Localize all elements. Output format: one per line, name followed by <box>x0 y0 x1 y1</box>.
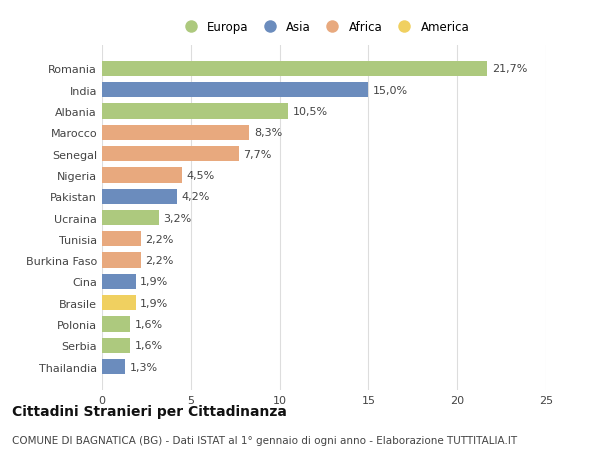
Text: 3,2%: 3,2% <box>163 213 191 223</box>
Bar <box>102 62 487 77</box>
Text: 4,2%: 4,2% <box>181 192 209 202</box>
Bar <box>102 338 130 353</box>
Legend: Europa, Asia, Africa, America: Europa, Asia, Africa, America <box>175 17 473 37</box>
Text: 1,3%: 1,3% <box>130 362 158 372</box>
Bar <box>102 146 239 162</box>
Text: COMUNE DI BAGNATICA (BG) - Dati ISTAT al 1° gennaio di ogni anno - Elaborazione : COMUNE DI BAGNATICA (BG) - Dati ISTAT al… <box>12 435 517 445</box>
Bar <box>102 104 289 119</box>
Bar <box>102 232 141 247</box>
Bar <box>102 189 176 204</box>
Text: 15,0%: 15,0% <box>373 85 408 95</box>
Text: 1,9%: 1,9% <box>140 277 169 287</box>
Bar <box>102 83 368 98</box>
Text: 1,9%: 1,9% <box>140 298 169 308</box>
Bar <box>102 274 136 290</box>
Text: 10,5%: 10,5% <box>293 107 328 117</box>
Text: 1,6%: 1,6% <box>135 319 163 329</box>
Text: 21,7%: 21,7% <box>492 64 527 74</box>
Bar <box>102 168 182 183</box>
Bar <box>102 317 130 332</box>
Text: 2,2%: 2,2% <box>146 234 174 244</box>
Bar <box>102 359 125 375</box>
Bar <box>102 210 159 226</box>
Text: 4,5%: 4,5% <box>187 170 215 180</box>
Text: 1,6%: 1,6% <box>135 341 163 351</box>
Text: 2,2%: 2,2% <box>146 256 174 266</box>
Bar <box>102 125 250 140</box>
Text: 8,3%: 8,3% <box>254 128 282 138</box>
Bar <box>102 253 141 268</box>
Bar <box>102 296 136 311</box>
Text: Cittadini Stranieri per Cittadinanza: Cittadini Stranieri per Cittadinanza <box>12 404 287 418</box>
Text: 7,7%: 7,7% <box>243 149 272 159</box>
